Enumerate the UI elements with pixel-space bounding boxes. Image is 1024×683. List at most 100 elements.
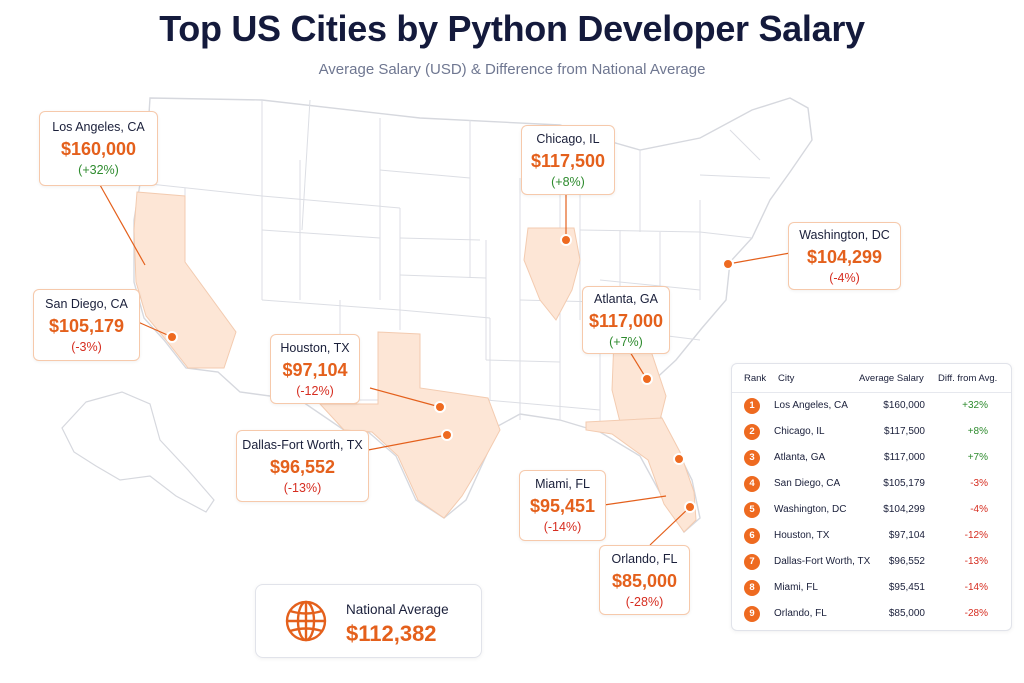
table-row: 8 Miami, FL $95,451 -14% (732, 576, 1011, 602)
table-row: 9 Orlando, FL $85,000 -28% (732, 602, 1011, 628)
callout-washington: Washington, DC $104,299 (-4%) (788, 222, 901, 290)
callout-city: Los Angeles, CA (52, 120, 145, 134)
state-texas (318, 331, 501, 519)
row-diff: -3% (970, 478, 988, 489)
row-diff: -12% (964, 530, 988, 541)
page-title: Top US Cities by Python Developer Salary (159, 8, 865, 49)
row-diff: +7% (967, 452, 988, 463)
rank-badge: 4 (744, 476, 760, 492)
leader-orlando (649, 506, 691, 546)
leader-los-angeles (99, 184, 146, 266)
rank-badge: 3 (744, 450, 760, 466)
row-diff: -4% (970, 504, 988, 515)
row-diff: -28% (964, 608, 988, 619)
marker-miami (673, 453, 685, 465)
callout-miami: Miami, FL $95,451 (-14%) (519, 470, 606, 541)
callout-city: San Diego, CA (45, 296, 128, 311)
marker-dallas (441, 429, 453, 441)
leader-miami (603, 495, 667, 506)
row-salary: $85,000 (888, 608, 925, 619)
leader-san-diego (137, 321, 173, 338)
table-row: 7 Dallas-Fort Worth, TX $96,552 -13% (732, 550, 1011, 576)
callout-diff: (-12%) (296, 383, 334, 398)
leader-houston (369, 387, 441, 408)
row-diff: -13% (964, 556, 988, 567)
rank-badge: 1 (744, 398, 760, 414)
row-salary: $117,500 (884, 426, 925, 437)
row-diff: +8% (967, 426, 988, 437)
alaska-outline (61, 391, 215, 513)
marker-atlanta (641, 373, 653, 385)
row-diff: -14% (964, 582, 988, 593)
row-salary: $105,179 (883, 478, 925, 489)
callout-diff: (+7%) (609, 334, 643, 349)
callout-salary: $97,104 (282, 359, 348, 380)
callout-city: Chicago, IL (536, 131, 600, 146)
marker-houston (434, 401, 446, 413)
callout-salary: $96,552 (269, 456, 336, 477)
callout-city: Atlanta, GA (594, 291, 658, 306)
state-florida (585, 417, 697, 533)
rank-badge: 9 (744, 606, 760, 622)
marker-washington (722, 258, 734, 270)
callout-city: Orlando, FL (611, 551, 678, 566)
row-diff: +32% (962, 400, 988, 411)
table-row: 4 San Diego, CA $105,179 -3% (732, 472, 1011, 498)
row-salary: $160,000 (883, 400, 925, 411)
callout-houston: Houston, TX $97,104 (-12%) (270, 334, 360, 404)
marker-san-diego (166, 331, 178, 343)
national-average-card: National Average $112,382 (255, 584, 482, 658)
header-diff: Diff. from Avg. (938, 373, 998, 384)
callout-diff: (-4%) (829, 270, 860, 285)
marker-chicago (560, 234, 572, 246)
globe-icon (285, 600, 327, 642)
callout-los-angeles: Los Angeles, CA $160,000 (+32%) (39, 111, 158, 186)
table-row: 6 Houston, TX $97,104 -12% (732, 524, 1011, 550)
table-row: 1 Los Angeles, CA $160,000 +32% (732, 394, 1011, 420)
header-salary: Average Salary (859, 373, 924, 384)
row-city: Washington, DC (774, 504, 847, 515)
callout-orlando: Orlando, FL $85,000 (-28%) (599, 545, 690, 615)
leader-washington (727, 252, 791, 265)
row-city: Los Angeles, CA (774, 400, 848, 411)
row-salary: $96,552 (888, 556, 925, 567)
rank-badge: 8 (744, 580, 760, 596)
header-rank: Rank (744, 373, 767, 384)
row-city: Houston, TX (774, 530, 830, 541)
callout-atlanta: Atlanta, GA $117,000 (+7%) (582, 286, 670, 354)
header-city: City (778, 373, 795, 384)
callout-salary: $105,179 (48, 315, 125, 336)
callout-diff: (-28%) (625, 594, 664, 609)
leader-atlanta (629, 351, 647, 379)
callout-chicago: Chicago, IL $117,500 (+8%) (521, 125, 615, 195)
callout-city: Washington, DC (799, 227, 890, 242)
callout-salary: $104,299 (806, 246, 883, 267)
callout-salary: $95,451 (529, 496, 596, 516)
row-city: Miami, FL (774, 582, 818, 593)
state-illinois (523, 227, 581, 321)
rank-badge: 6 (744, 528, 760, 544)
national-average-value: $112,382 (346, 621, 437, 646)
national-average-label: National Average (346, 602, 449, 617)
callout-diff: (-14%) (543, 520, 582, 534)
row-city: San Diego, CA (774, 478, 841, 489)
row-salary: $117,000 (884, 452, 925, 463)
highlighted-states (133, 191, 697, 533)
city-markers (166, 234, 734, 513)
row-city: Atlanta, GA (774, 452, 826, 463)
row-city: Orlando, FL (774, 608, 827, 619)
callout-salary: $117,000 (588, 310, 664, 331)
table-row: 3 Atlanta, GA $117,000 +7% (732, 446, 1011, 472)
callout-diff: (-3%) (71, 339, 102, 354)
row-salary: $104,299 (883, 504, 925, 515)
ranking-table: Rank City Average Salary Diff. from Avg.… (731, 363, 1012, 631)
callout-dallas: Dallas-Fort Worth, TX $96,552 (-13%) (236, 430, 369, 502)
rank-badge: 2 (744, 424, 760, 440)
table-row: 2 Chicago, IL $117,500 +8% (732, 420, 1011, 446)
table-header: Rank City Average Salary Diff. from Avg. (732, 364, 1011, 393)
leader-dallas (367, 434, 448, 451)
callout-salary: $85,000 (611, 570, 678, 591)
callout-city: Houston, TX (280, 340, 350, 355)
row-salary: $95,451 (888, 582, 925, 593)
